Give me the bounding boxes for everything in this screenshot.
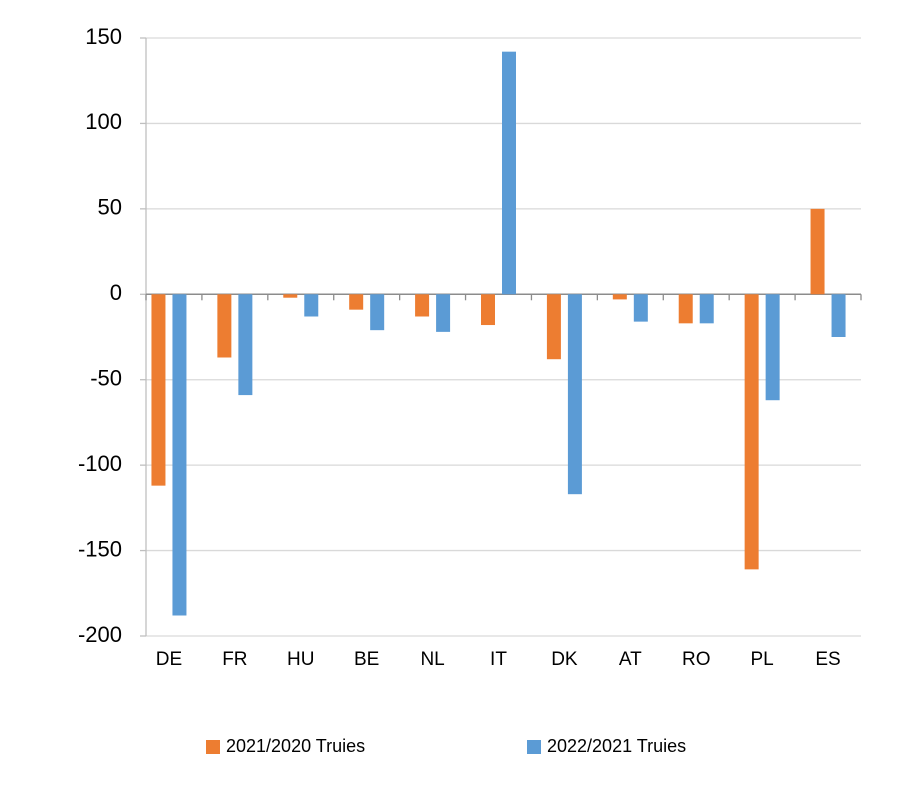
bar (765, 294, 780, 401)
bar (172, 294, 187, 616)
bar (217, 294, 232, 358)
bar (699, 294, 714, 324)
bar (678, 294, 693, 324)
bar (831, 294, 846, 337)
x-tick-label: NL (420, 649, 444, 670)
x-tick-label: IT (490, 649, 507, 670)
legend-label: 2022/2021 Truies (547, 736, 686, 756)
bar (810, 208, 825, 295)
bar (546, 294, 561, 360)
legend-swatch (527, 740, 541, 754)
bar (744, 294, 759, 570)
bar (415, 294, 430, 317)
bar (502, 51, 516, 295)
y-tick-label: -200 (78, 622, 122, 647)
bar (283, 294, 298, 298)
bar (349, 294, 364, 310)
bar (238, 294, 253, 396)
bar (436, 294, 451, 332)
y-tick-label: -150 (78, 536, 122, 561)
bar (304, 294, 319, 317)
x-tick-label: BE (354, 649, 379, 670)
x-tick-label: AT (619, 649, 642, 670)
bar (612, 294, 627, 300)
x-tick-label: HU (287, 649, 314, 670)
x-tick-label: PL (751, 649, 774, 670)
x-tick-label: DE (156, 649, 182, 670)
bar (481, 294, 495, 326)
x-tick-label: RO (682, 649, 711, 670)
bar (370, 294, 385, 331)
x-tick-label: FR (222, 649, 247, 670)
legend-label: 2021/2020 Truies (226, 736, 365, 756)
bar (567, 294, 582, 495)
y-tick-label: 100 (85, 109, 122, 134)
x-tick-label: DK (551, 649, 578, 670)
x-tick-label: ES (815, 649, 840, 670)
y-tick-label: 150 (85, 24, 122, 49)
y-tick-label: -50 (90, 366, 122, 391)
legend-swatch (206, 740, 220, 754)
y-tick-label: 50 (98, 195, 122, 220)
bar (151, 294, 166, 486)
bar (633, 294, 648, 322)
y-tick-label: -100 (78, 451, 122, 476)
y-tick-label: 0 (110, 280, 122, 305)
